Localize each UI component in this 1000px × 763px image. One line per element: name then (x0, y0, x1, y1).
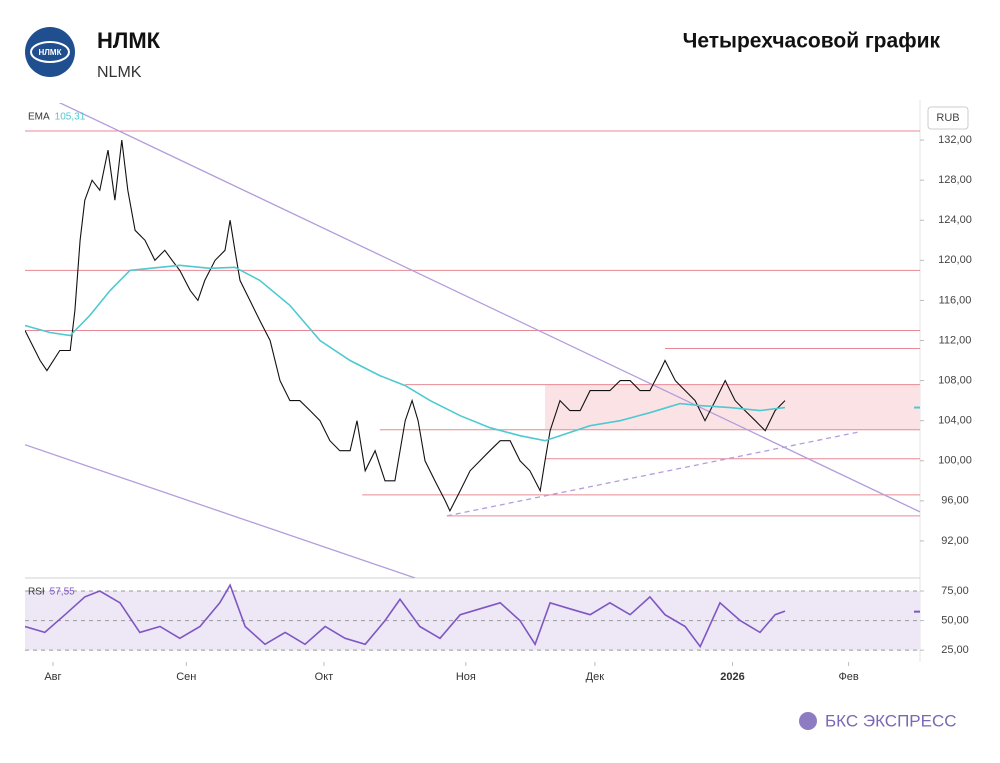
y-tick-label: 120,00 (938, 254, 972, 266)
x-tick-label: Сен (176, 671, 196, 683)
title: НЛМК (97, 28, 161, 53)
subtitle: NLMK (97, 64, 142, 81)
y-tick-label: 100,00 (938, 455, 972, 467)
y-tick-label: 104,00 (938, 415, 972, 427)
price-line (25, 140, 786, 513)
y-tick-label: 50,00 (941, 614, 969, 626)
y-tick-label: 25,00 (941, 644, 969, 656)
brand: БКС ЭКСПРЕСС (825, 711, 957, 730)
x-tick-label: Окт (315, 671, 334, 683)
indicator-line (25, 583, 786, 649)
logo (25, 27, 75, 77)
trend-line (446, 431, 861, 517)
legend-value: 105,31 (55, 112, 86, 123)
brand-icon (799, 712, 817, 730)
x-tick-label: Дек (586, 671, 605, 683)
chart-kind: Четырехчасовой график (683, 30, 941, 53)
y-tick-label: 116,00 (939, 294, 972, 306)
y-tick-label: 75,00 (941, 585, 969, 597)
y-tick-label: 124,00 (938, 214, 972, 226)
currency: RUB (936, 112, 959, 124)
x-tick-label: Ноя (456, 671, 476, 683)
trend-line (25, 444, 416, 578)
y-tick-label: 132,00 (938, 134, 972, 146)
x-tick-label: 2026 (720, 671, 744, 683)
legend-name: RSI (28, 587, 45, 598)
trend-line (58, 103, 920, 513)
y-tick-label: 128,00 (938, 174, 972, 186)
y-tick-label: 96,00 (941, 495, 969, 507)
x-tick-label: Фев (838, 671, 858, 683)
y-tick-label: 108,00 (938, 374, 972, 386)
logo-text: НЛМК (39, 48, 62, 57)
legend-name: EMA (28, 112, 50, 123)
legend-value: 57,55 (50, 587, 75, 598)
logo-ring (30, 41, 70, 63)
x-tick-label: Авг (44, 671, 61, 683)
y-tick-label: 112,00 (939, 334, 972, 346)
currency-box (927, 106, 969, 130)
indicator-line (25, 264, 786, 442)
plot: 132,00 128,00 124,00 120,00 116,00 112,00 108,… (25, 103, 972, 683)
y-tick-label: 92,00 (941, 535, 969, 547)
